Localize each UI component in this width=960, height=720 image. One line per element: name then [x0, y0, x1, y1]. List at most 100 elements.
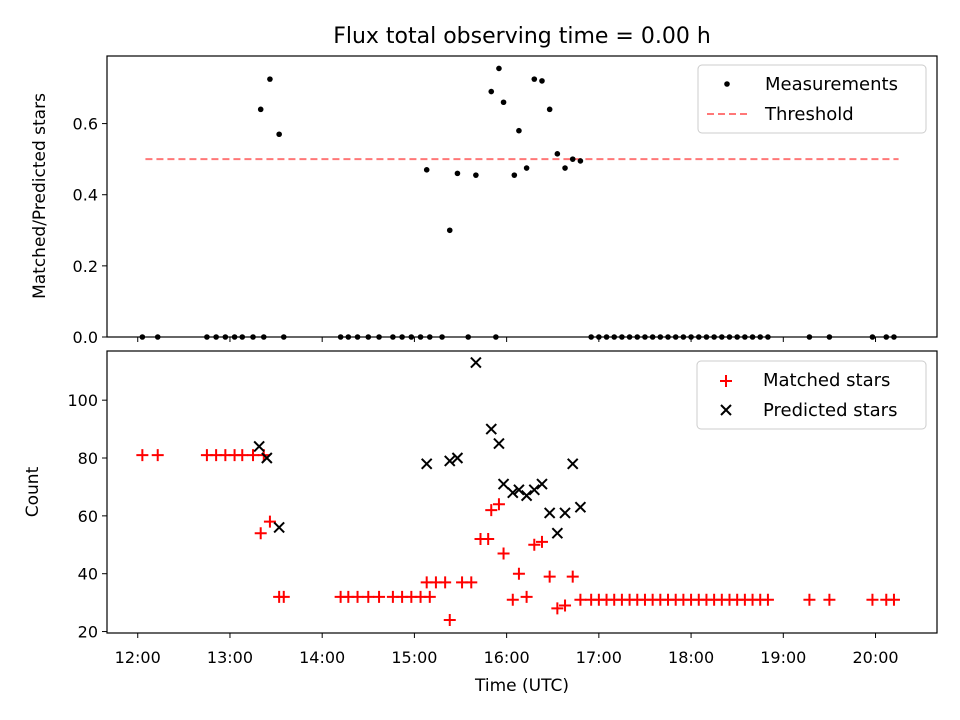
y-tick-label: 0.6 — [73, 115, 98, 134]
measurement-point — [257, 106, 264, 113]
x-tick-label: 14:00 — [299, 648, 345, 667]
x-tick-label: 20:00 — [852, 648, 898, 667]
measurement-point — [500, 99, 507, 106]
x-tick-label: 18:00 — [668, 648, 714, 667]
matched-star-point — [559, 599, 572, 612]
legend-matched-label: Matched stars — [763, 370, 890, 391]
predicted-star-point — [485, 423, 497, 435]
matched-star-point — [236, 449, 249, 462]
top-axes-frame — [106, 55, 938, 338]
matched-star-point — [866, 593, 879, 606]
matched-star-point — [574, 593, 587, 606]
bottom-legend-box — [696, 360, 927, 430]
matched-star-point — [485, 504, 498, 517]
measurement-point — [267, 76, 273, 82]
matched-star-point — [803, 593, 816, 606]
chart-title: Flux total observing time = 0.00 h — [333, 24, 711, 49]
matched-star-point — [465, 576, 478, 589]
matched-star-point — [566, 570, 579, 583]
predicted-star-point — [536, 478, 548, 490]
bottom-y-axis-label: Count — [23, 466, 43, 517]
measurement-point — [562, 165, 568, 171]
top-x-ticks — [137, 337, 877, 342]
predicted-star-point — [470, 356, 482, 369]
bottom-legend: Matched stars Predicted stars — [696, 360, 927, 430]
bottom-y-ticks: 20 40 60 80 100 — [67, 391, 107, 642]
measurement-point — [496, 65, 502, 72]
matched-star-point — [263, 515, 276, 528]
measurement-point — [531, 76, 538, 82]
legend-measurements-label: Measurements — [765, 74, 898, 95]
y-tick-label: 60 — [78, 507, 98, 526]
matched-star-point — [439, 576, 452, 589]
measurement-point — [539, 78, 545, 84]
predicted-star-point — [261, 452, 273, 464]
matched-star-point — [535, 535, 548, 548]
matched-star-point — [823, 593, 836, 606]
matched-star-point — [362, 590, 375, 603]
predicted-star-point — [493, 437, 505, 450]
bottom-x-ticks: 12:00 13:00 14:00 15:00 16:00 17:00 18:00 19:00… — [115, 633, 899, 667]
bottom-plot-area — [136, 356, 900, 626]
predicted-star-point — [507, 487, 519, 499]
top-panel: Matched/Predicted stars 0.0 0.2 0.4 0.6 Mea… — [30, 55, 938, 347]
matched-star-point — [423, 590, 436, 603]
predicted-star-point — [520, 489, 533, 502]
x-tick-label: 15:00 — [391, 648, 437, 667]
measurement-point — [276, 131, 282, 138]
matched-star-point — [506, 593, 519, 606]
x-tick-label: 19:00 — [760, 648, 806, 667]
measurement-point — [523, 165, 530, 171]
bottom-axes-frame — [106, 350, 938, 634]
predicted-star-point — [513, 484, 525, 496]
matched-star-point — [351, 590, 364, 603]
predicted-star-point — [551, 527, 564, 539]
measurement-point — [511, 172, 518, 178]
measurement-point — [423, 167, 430, 173]
y-tick-label: 20 — [78, 623, 98, 642]
matched-star-point — [551, 602, 564, 615]
predicted-star-point — [543, 507, 556, 519]
predicted-star-point — [444, 455, 456, 467]
predicted-star-point — [567, 458, 579, 470]
matched-star-point — [520, 590, 533, 603]
legend-threshold-label: Threshold — [764, 104, 854, 125]
matched-star-point — [761, 593, 774, 606]
matched-star-point — [528, 538, 541, 551]
measurement-point — [554, 151, 561, 157]
measurement-point — [577, 158, 584, 164]
matched-star-point — [482, 533, 495, 545]
predicted-star-point — [451, 452, 464, 464]
predicted-star-point — [253, 440, 265, 453]
predicted-star-point — [559, 507, 571, 519]
measurement-point — [454, 170, 461, 177]
top-legend: Measurements Threshold — [697, 64, 927, 134]
predicted-star-point — [574, 501, 587, 513]
top-y-axis-label: Matched/Predicted stars — [30, 93, 50, 299]
x-tick-label: 16:00 — [484, 648, 530, 667]
matched-star-point — [247, 449, 260, 462]
x-tick-label: 12:00 — [115, 648, 161, 667]
x-axis-label: Time (UTC) — [474, 676, 569, 696]
measurement-point — [546, 106, 553, 113]
measurement-point — [488, 88, 495, 95]
measurement-point — [516, 127, 522, 134]
top-legend-box — [697, 64, 927, 134]
legend-matched-marker — [720, 375, 732, 387]
matched-star-point — [497, 547, 510, 560]
y-tick-label: 0.0 — [73, 328, 98, 347]
matched-star-point — [443, 613, 456, 626]
matched-star-point — [136, 449, 149, 462]
predicted-star-point — [273, 521, 285, 534]
matched-star-point — [887, 593, 900, 606]
x-tick-label: 13:00 — [207, 648, 253, 667]
y-tick-label: 40 — [78, 565, 98, 584]
y-tick-label: 80 — [78, 449, 98, 468]
legend-predicted-label: Predicted stars — [763, 400, 897, 421]
predicted-star-point — [497, 478, 510, 490]
matched-star-point — [373, 590, 386, 603]
predicted-star-point — [420, 458, 433, 470]
top-y-ticks: 0.0 0.2 0.4 0.6 — [73, 115, 107, 347]
